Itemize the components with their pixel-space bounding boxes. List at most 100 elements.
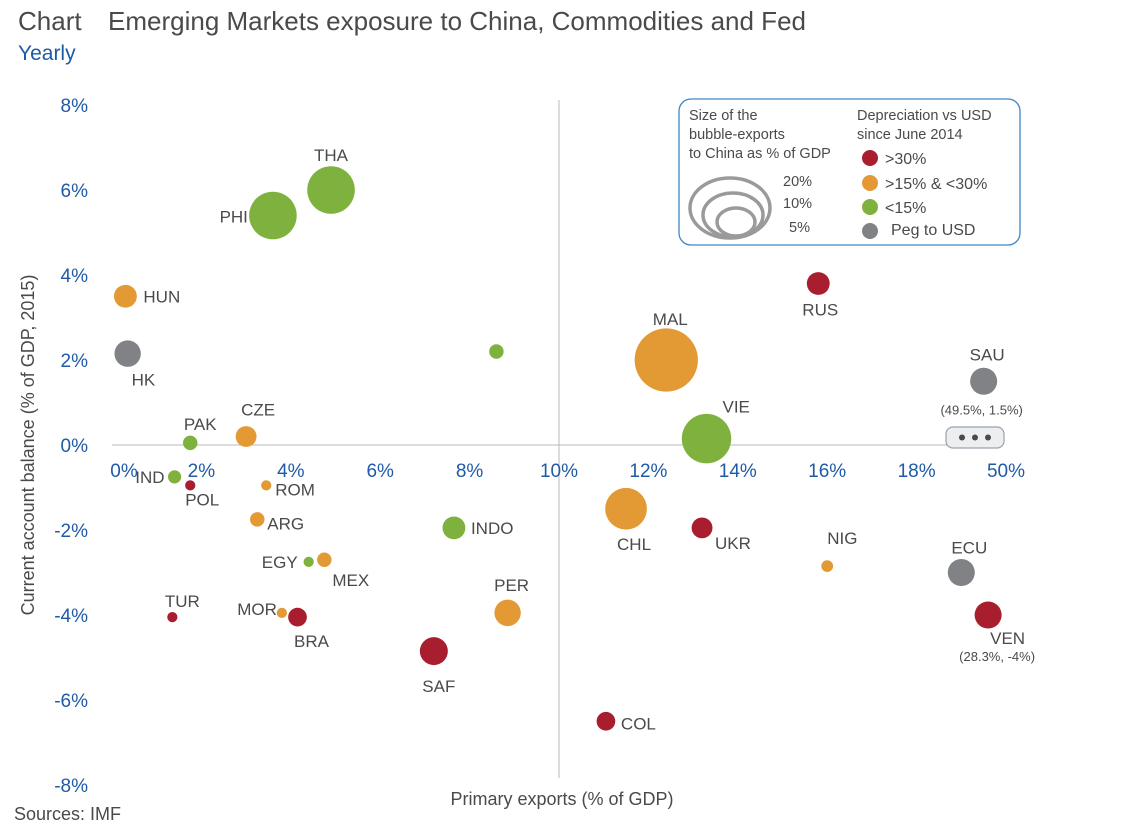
x-tick-label: 12% [629,461,667,482]
bubble-indo[interactable] [442,516,466,540]
legend-size-title-3: to China as % of GDP [689,146,831,162]
y-tick-label: 6% [61,181,89,202]
bubble-vie[interactable] [681,413,732,464]
bubble-label-pol: POL [185,490,219,509]
bubble-label-mal: MAL [653,310,688,329]
legend-size-5: 5% [789,220,810,236]
bubble-label-bra: BRA [294,632,330,651]
x-tick-label: 50% [987,461,1025,482]
x-tick-labels: 0% 2% 4% 6% 8% 10% 12% 14% 16% 18% 50% [110,461,1025,482]
y-tick-label: 4% [61,266,89,287]
bubble-label-ecu: ECU [951,539,987,558]
bubble-labels: THA PHI HUN HK MAL RUS SAU (49.5%, 1.5%) VIE PAK C… [132,146,1035,733]
legend-swatch-peg [862,223,878,239]
bubble-label-cze: CZE [241,401,275,420]
bubble-saf[interactable] [419,637,448,666]
bubble-ukr[interactable] [691,517,713,539]
bubble-bra[interactable] [288,607,307,627]
bubble-label-egy: EGY [262,553,298,572]
bubble-rus[interactable] [806,272,830,295]
x-tick-label: 14% [719,461,757,482]
bubble-label-ven: VEN [990,629,1025,648]
x-axis-title: Primary exports (% of GDP) [450,789,673,809]
bubble-ecu[interactable] [947,558,975,587]
bubble-chl[interactable] [605,487,647,530]
legend-ring-5 [715,206,757,238]
axis-break-marker[interactable] [945,426,1005,449]
x-tick-label: 2% [188,461,216,482]
y-tick-label: -2% [54,521,88,542]
bubble-label-vie: VIE [723,398,750,417]
bubble-label-rus: RUS [802,301,838,320]
legend-size-20: 20% [783,174,812,190]
y-tick-label: 0% [61,436,89,457]
bubble-label-per: PER [494,576,529,595]
legend: Size of the bubble-exports to China as %… [678,98,1021,246]
bubble-label-indo: INDO [471,519,513,538]
source-note: Sources: IMF [14,804,122,824]
bubble-hun[interactable] [113,284,137,308]
chart-subtitle: Yearly [18,42,76,65]
y-tick-label: -6% [54,691,88,712]
bubble-rom[interactable] [261,480,272,491]
bubble-label-arg: ARG [267,514,304,533]
chart-label: Chart [18,6,82,36]
legend-swatch-lt15 [862,199,878,215]
bubble-col[interactable] [596,711,616,731]
bubble-label-hk: HK [132,371,156,390]
bubble-ven[interactable] [974,601,1002,629]
legend-size-rings [688,176,772,240]
bubble-egy[interactable] [303,556,314,567]
bubble-mor[interactable] [276,607,287,618]
bubble-mal[interactable] [634,328,698,392]
bubble-label-mor: MOR [237,600,277,619]
legend-size-10: 10% [783,196,812,212]
bubble-unlabeled[interactable] [489,344,504,359]
bubble-label-tha: THA [314,146,349,165]
x-tick-label: 18% [898,461,936,482]
legend-box [678,98,1021,246]
legend-color-title-1: Depreciation vs USD [857,108,992,124]
bubble-tur[interactable] [167,612,178,623]
bubble-pol[interactable] [185,480,196,491]
x-tick-label: 4% [277,461,305,482]
legend-entry-gt30: >30% [885,151,926,168]
bubble-ind[interactable] [167,470,182,484]
legend-swatch-15-30 [862,175,878,191]
bubble-per[interactable] [494,599,521,627]
bubble-label-chl: CHL [617,535,651,554]
bubble-label-phi: PHI [220,208,248,227]
y-axis-title: Current account balance (% of GDP, 2015) [18,275,38,616]
chart-title: Emerging Markets exposure to China, Comm… [108,6,806,36]
chart-axes [112,100,966,778]
bubble-hk[interactable] [114,340,141,367]
bubble-label-ukr: UKR [715,534,751,553]
y-tick-label: 2% [61,351,89,372]
legend-size-title-2: bubble-exports [689,127,785,143]
bubble-label-sau: SAU [970,345,1005,364]
bubble-label-mex: MEX [332,571,369,590]
x-tick-label: 16% [808,461,846,482]
legend-size-title-1: Size of the [689,108,758,124]
bubble-label-pak: PAK [184,415,217,434]
bubble-nig[interactable] [821,560,834,573]
bubble-note-sau: (49.5%, 1.5%) [940,402,1022,417]
bubble-sau[interactable] [970,367,998,395]
bubble-pak[interactable] [182,435,198,451]
bubble-label-tur: TUR [165,592,200,611]
bubble-mex[interactable] [317,552,332,567]
x-tick-label: 0% [110,461,138,482]
y-tick-label: 8% [61,96,89,117]
legend-entry-lt15: <15% [885,200,926,217]
bubble-tha[interactable] [307,166,355,214]
bubble-cze[interactable] [235,426,257,447]
bubble-phi[interactable] [249,191,297,240]
bubble-label-rom: ROM [275,480,315,499]
bubble-label-ind: IND [135,468,164,487]
legend-entry-15-30: >15% & <30% [885,176,987,193]
bubble-label-hun: HUN [143,287,180,306]
bubble-note-ven: (28.3%, -4%) [959,649,1035,664]
bubble-arg[interactable] [250,512,265,527]
x-tick-label: 8% [456,461,484,482]
